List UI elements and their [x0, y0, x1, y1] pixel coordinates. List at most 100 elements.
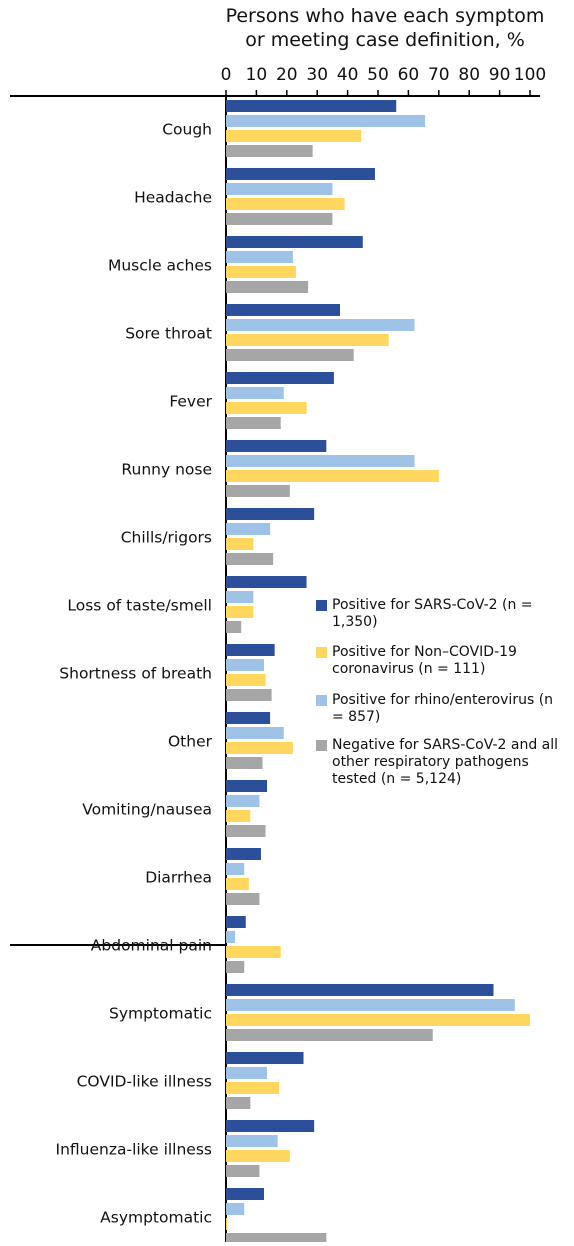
- bar: [226, 757, 263, 769]
- bar: [226, 659, 264, 671]
- bar: [226, 848, 261, 860]
- y-tick-label: Abdominal pain: [91, 937, 212, 955]
- y-tick-label: Other: [168, 733, 213, 751]
- legend-swatch: [316, 740, 327, 751]
- bar: [226, 644, 275, 656]
- bar: [226, 606, 254, 618]
- legend-swatch: [316, 600, 327, 611]
- bar: [226, 145, 313, 157]
- bar: [226, 213, 333, 225]
- bar: [226, 1150, 290, 1162]
- bar: [226, 553, 274, 565]
- y-tick-label: Asymptomatic: [100, 1209, 212, 1227]
- legend-label: Positive for rhino/enterovirus (n = 857): [332, 692, 554, 725]
- y-tick-label: Muscle aches: [108, 257, 212, 275]
- bar: [226, 931, 236, 943]
- y-tick-label: Sore throat: [125, 325, 212, 343]
- bar: [226, 1203, 245, 1215]
- bar: [226, 387, 284, 399]
- y-tick-label: COVID-like illness: [77, 1073, 212, 1091]
- bar: [226, 795, 260, 807]
- bar: [226, 440, 327, 452]
- bar: [226, 470, 439, 482]
- y-tick-label: Symptomatic: [109, 1005, 212, 1023]
- bar: [226, 712, 271, 724]
- x-tick-label: 20: [276, 65, 298, 85]
- bar: [226, 1082, 280, 1094]
- bar: [226, 372, 334, 384]
- bar: [226, 727, 284, 739]
- x-tick-label: 100: [514, 65, 546, 85]
- y-tick-label: Shortness of breath: [59, 665, 212, 683]
- bar: [226, 621, 242, 633]
- bar: [226, 810, 251, 822]
- x-tick-label: 60: [398, 65, 420, 85]
- y-tick-label: Diarrhea: [145, 869, 212, 887]
- y-tick-label: Fever: [169, 393, 212, 411]
- y-tick-label: Influenza-like illness: [56, 1141, 213, 1159]
- bar: [226, 349, 354, 361]
- bar: [226, 236, 363, 248]
- legend-label: Positive for Non–COVID-19 coronavirus (n…: [332, 644, 517, 677]
- bar: [226, 961, 245, 973]
- bar: [226, 742, 293, 754]
- bar: [226, 689, 272, 701]
- bar: [226, 1188, 264, 1200]
- bar: [226, 780, 268, 792]
- x-tick-label: 10: [246, 65, 268, 85]
- bar: [226, 455, 415, 467]
- legend-label: Negative for SARS-CoV-2 and all other re…: [332, 737, 559, 787]
- bar: [226, 485, 290, 497]
- bar: [226, 523, 271, 535]
- bar: [226, 1218, 228, 1230]
- bar: [226, 304, 340, 316]
- y-tick-label: Runny nose: [121, 461, 212, 479]
- bar: [226, 281, 309, 293]
- y-tick-label: Headache: [134, 189, 212, 207]
- title-box: Persons who have each symptom or meeting…: [225, 5, 545, 51]
- bar: [226, 576, 307, 588]
- y-tick-label: Cough: [162, 121, 212, 139]
- x-tick-label: 50: [367, 65, 389, 85]
- bar: [226, 946, 281, 958]
- legend-box: Negative for SARS-CoV-2 and all other re…: [332, 737, 559, 787]
- bar: [226, 266, 296, 278]
- bar: [226, 319, 415, 331]
- bar: [226, 1067, 268, 1079]
- bar: [226, 402, 307, 414]
- bar: [226, 999, 515, 1011]
- bar: [226, 591, 254, 603]
- bar: [226, 984, 494, 996]
- bar: [226, 1233, 327, 1245]
- x-tick-label: 0: [221, 65, 232, 85]
- legend-swatch: [316, 647, 327, 658]
- bar: [226, 538, 254, 550]
- legend-label: Positive for SARS-CoV-2 (n = 1,350): [332, 597, 533, 630]
- bar: [226, 1135, 278, 1147]
- bar: [226, 1052, 304, 1064]
- legend-box: Positive for Non–COVID-19 coronavirus (n…: [332, 644, 517, 677]
- x-tick-label: 90: [489, 65, 511, 85]
- bar: [226, 878, 249, 890]
- y-tick-label: Chills/rigors: [121, 529, 212, 547]
- bar: [226, 1014, 530, 1026]
- bar: [226, 168, 375, 180]
- bar: [226, 674, 266, 686]
- bar: [226, 1120, 315, 1132]
- legend-swatch: [316, 695, 327, 706]
- bar: [226, 334, 389, 346]
- bar: [226, 916, 246, 928]
- bar: [226, 1029, 433, 1041]
- bar: [226, 417, 281, 429]
- bar: [226, 251, 293, 263]
- legend-box: Positive for rhino/enterovirus (n = 857): [332, 692, 554, 725]
- bar: [226, 1097, 251, 1109]
- y-tick-label: Loss of taste/smell: [67, 597, 212, 615]
- chart-title: Persons who have each symptom or meeting…: [225, 5, 545, 51]
- bar: [226, 100, 397, 112]
- bar: [226, 183, 333, 195]
- bar: [226, 130, 362, 142]
- legend-box: Positive for SARS-CoV-2 (n = 1,350): [332, 597, 533, 630]
- bar: [226, 863, 245, 875]
